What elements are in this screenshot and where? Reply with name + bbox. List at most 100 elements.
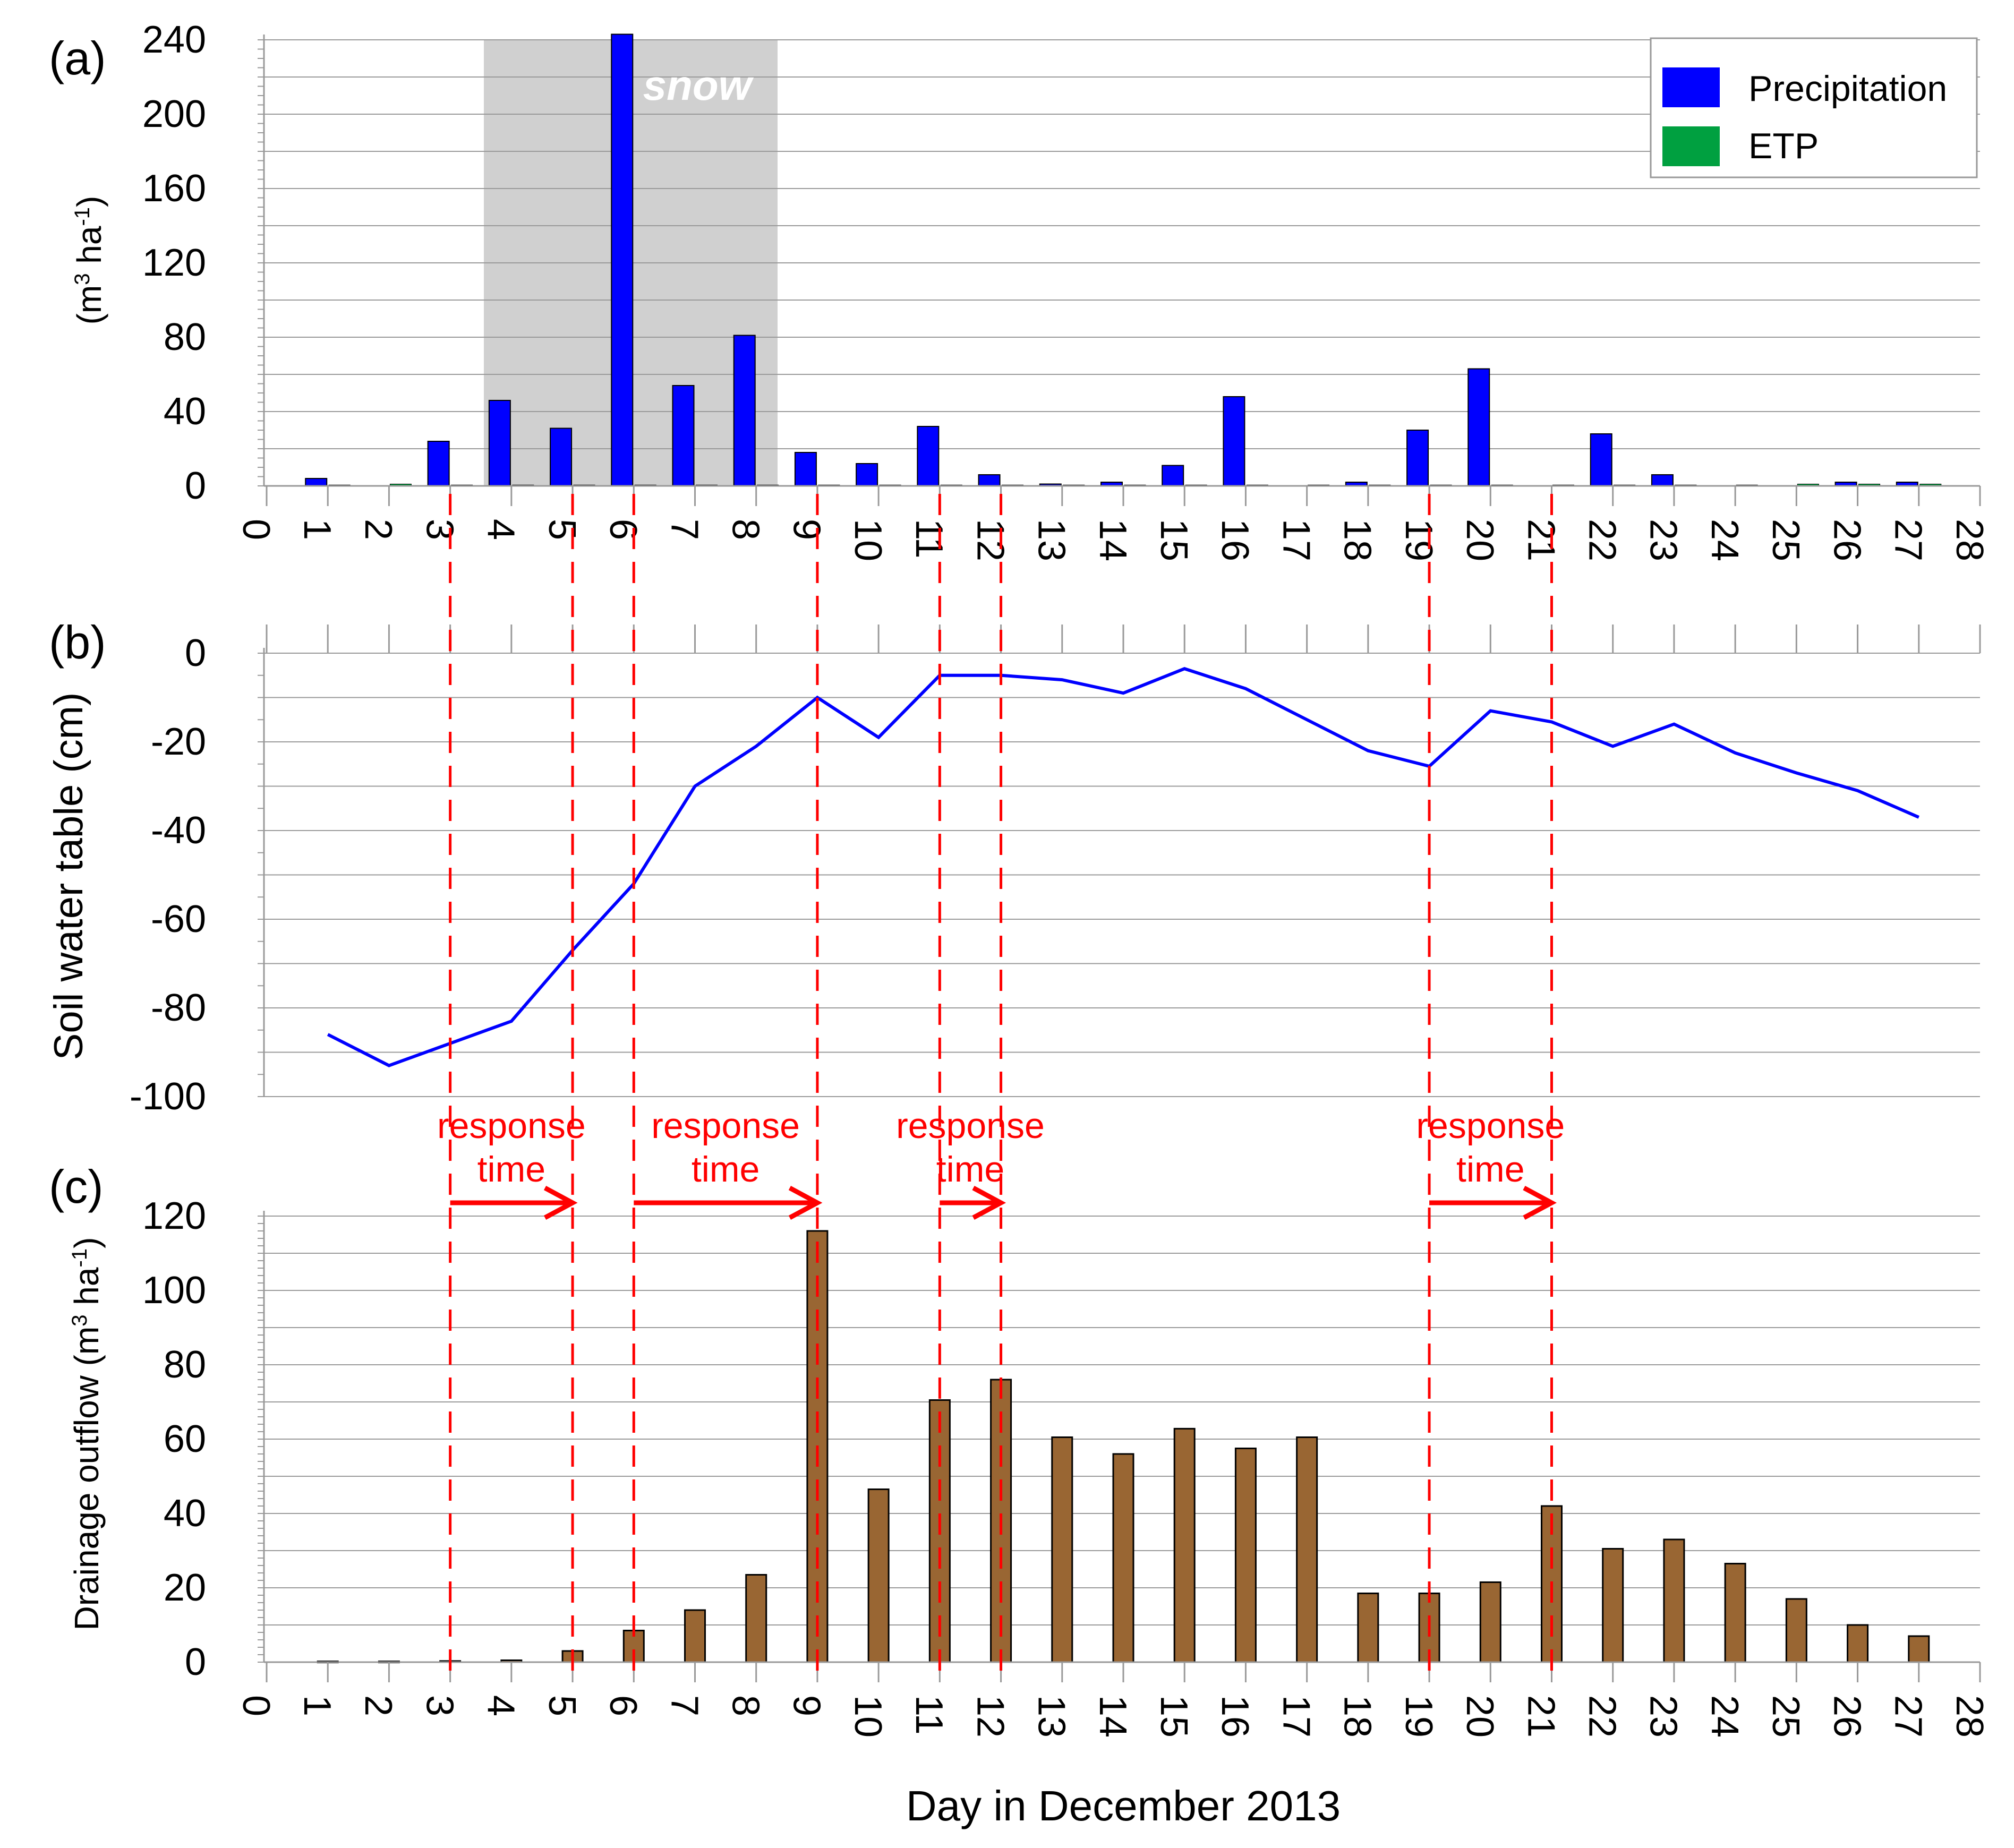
x-tick-label: 8 [724,519,766,540]
y-tick-label: 200 [142,93,206,135]
y-axis-label-c: Drainage outflow (m3 ha-1) [67,1237,106,1631]
y-tick-label: 80 [164,1344,206,1386]
legend-swatch-etp [1662,126,1720,166]
drainage-bar [1847,1624,1869,1663]
x-tick-label: 16 [1214,519,1256,561]
response-time-annotations: responsetimeresponsetimeresponsetimeresp… [437,494,1565,1681]
x-tick-label: 9 [786,519,828,540]
y-tick-label: 40 [164,390,206,433]
x-tick-label: 3 [418,1695,460,1716]
drainage-bar [1479,1581,1501,1663]
y-tick-label: 0 [185,632,206,674]
x-tick-label: 24 [1703,1695,1746,1738]
precipitation-bar [611,33,634,486]
x-tick-label: 27 [1887,1695,1930,1738]
drainage-bar [1051,1436,1073,1663]
x-tick-label: 22 [1581,1695,1623,1738]
drainage-bar [684,1609,706,1663]
x-tick-label: 20 [1458,519,1501,561]
response-label-line2: time [692,1149,759,1190]
y-tick-label: 120 [142,1195,206,1237]
x-tick-label: 14 [1091,1695,1134,1738]
x-tick-label: 26 [1825,1695,1868,1738]
x-tick-label: 8 [724,1695,766,1716]
x-tick-label: 11 [908,1695,950,1735]
snow-label: snow [643,62,754,109]
precipitation-bar [794,452,817,486]
panel-label-b: (b) [49,616,106,669]
x-tick-label: 1 [296,519,338,540]
x-tick-label: 21 [1520,1695,1562,1738]
response-label-line2: time [477,1149,545,1190]
x-tick-label: 24 [1703,519,1746,561]
x-tick-label: 17 [1275,519,1317,561]
precipitation-bar [1406,430,1429,486]
x-tick-label: 4 [480,1695,522,1716]
x-tick-label: 4 [480,519,522,540]
drainage-bar [1724,1563,1746,1663]
drainage-bar [1173,1427,1196,1663]
x-tick-label: 28 [1948,1695,1991,1738]
x-tick-label: 6 [602,519,644,540]
x-tick-label: 10 [847,1695,889,1738]
drainage-bar [1112,1453,1134,1663]
legend-label-etp: ETP [1748,126,1819,166]
response-label-line2: time [1456,1149,1524,1190]
x-tick-label: 2 [357,1695,399,1716]
y-tick-label: -80 [151,987,206,1029]
precipitation-bar [1651,474,1674,486]
x-tick-label: 16 [1214,1695,1256,1738]
x-tick-label: 12 [969,1695,1011,1738]
x-tick-label: 13 [1030,1695,1073,1738]
y-tick-label: 0 [185,1641,206,1683]
precipitation-bar [488,400,511,486]
response-label-line1: response [896,1106,1045,1146]
legend-swatch-precipitation [1662,67,1720,107]
panel-label-c: (c) [49,1160,104,1213]
response-arrow-head [788,1186,823,1220]
x-tick-label: 15 [1153,1695,1195,1738]
x-tick-label: 12 [969,519,1011,561]
y-tick-label: 40 [164,1492,206,1535]
y-tick-label: 160 [142,167,206,210]
precipitation-bar [733,335,756,486]
precipitation-bar [1223,396,1245,486]
drainage-bar [1296,1436,1318,1663]
x-tick-label: 21 [1520,519,1562,561]
x-tick-label: 6 [602,1695,644,1716]
drainage-bar [1602,1548,1624,1663]
x-tick-label: 15 [1153,519,1195,561]
y-tick-label: 0 [185,465,206,507]
x-tick-label: 27 [1887,519,1930,561]
drainage-bar [1357,1593,1379,1663]
x-tick-label: 10 [847,519,889,561]
x-tick-label: 17 [1275,1695,1317,1738]
y-axis-label-b: Soil water table (cm) [46,692,91,1060]
x-tick-label: 11 [908,519,950,559]
y-tick-label: 80 [164,316,206,358]
precipitation-bar [978,474,1001,486]
x-tick-label: 0 [235,1695,277,1716]
x-tick-label: 5 [541,519,583,540]
response-label-line2: time [936,1149,1004,1190]
x-tick-label: 3 [418,519,460,540]
x-tick-label: 20 [1458,1695,1501,1738]
y-tick-label: -40 [151,809,206,852]
drainage-bar [1234,1448,1257,1663]
x-tick-label: 13 [1030,519,1073,561]
x-tick-label: 25 [1764,1695,1807,1738]
x-tick-label: 1 [296,1695,338,1716]
x-tick-label: 7 [663,1695,705,1716]
precipitation-bar [917,426,940,486]
x-tick-label: 14 [1091,519,1134,561]
drainage-bar [1908,1635,1930,1663]
y-tick-label: 60 [164,1418,206,1460]
y-tick-label: 100 [142,1269,206,1312]
precipitation-bar [672,385,695,486]
x-tick-label: 5 [541,1695,583,1716]
x-tick-label: 22 [1581,519,1623,561]
x-tick-label: 25 [1764,519,1807,561]
